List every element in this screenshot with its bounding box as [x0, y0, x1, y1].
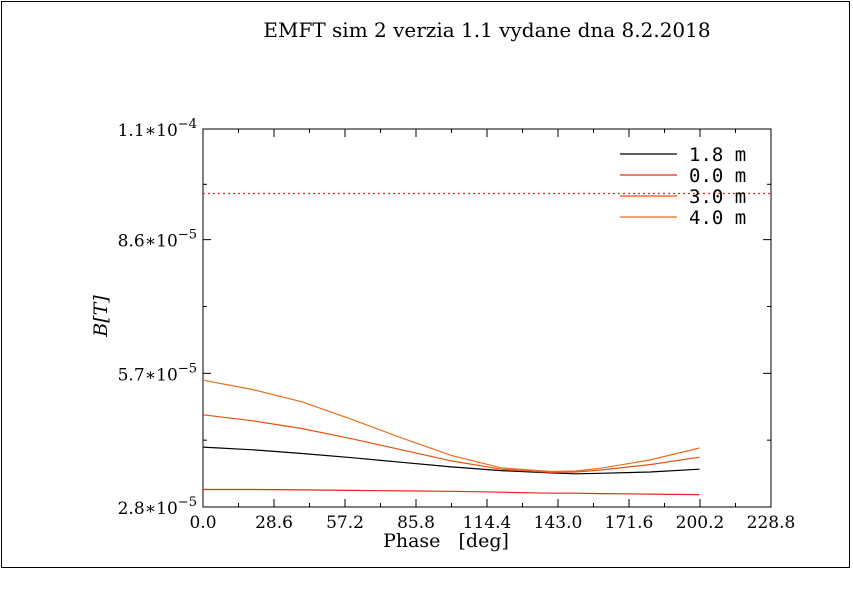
legend-label-2: 3.0 m — [689, 186, 746, 208]
x-tick-label: 57.2 — [326, 513, 364, 533]
y-tick-label: 8.6∗10−5 — [118, 228, 197, 252]
x-tick-label: 28.6 — [255, 513, 293, 533]
x-tick-label: 143.0 — [534, 513, 583, 533]
series-line-0 — [202, 446, 700, 475]
series-line-2 — [202, 414, 700, 474]
legend-label-3: 4.0 m — [689, 207, 746, 229]
legend: 1.8 m0.0 m3.0 m4.0 m — [620, 144, 746, 229]
y-tick-label: 2.8∗10−5 — [118, 495, 197, 519]
x-tick-label: 200.2 — [676, 513, 725, 533]
y-tick-label: 1.1∗10−4 — [118, 117, 197, 141]
legend-label-0: 1.8 m — [689, 144, 746, 166]
x-axis-label: Phase [deg] — [383, 530, 509, 552]
x-tick-label: 228.8 — [747, 513, 796, 533]
x-tick-label: 171.6 — [605, 513, 654, 533]
y-axis-label: B[T] — [90, 295, 112, 338]
chart-frame — [1, 1, 850, 568]
series-line-3 — [202, 379, 700, 473]
plot-border — [202, 128, 772, 508]
x-tick-label: 85.8 — [397, 513, 435, 533]
chart-title: EMFT sim 2 verzia 1.1 vydane dna 8.2.201… — [263, 18, 710, 42]
x-tick-label: 0.0 — [189, 513, 216, 533]
y-tick-label: 5.7∗10−5 — [118, 361, 197, 385]
legend-label-1: 0.0 m — [689, 165, 746, 187]
plot-area: 0.0 28.6 57.2 85.8 114.4 143.0 171.6 200.2 228.8… — [118, 117, 796, 533]
x-tick-label: 114.4 — [463, 513, 512, 533]
series-line-1 — [203, 488, 700, 496]
